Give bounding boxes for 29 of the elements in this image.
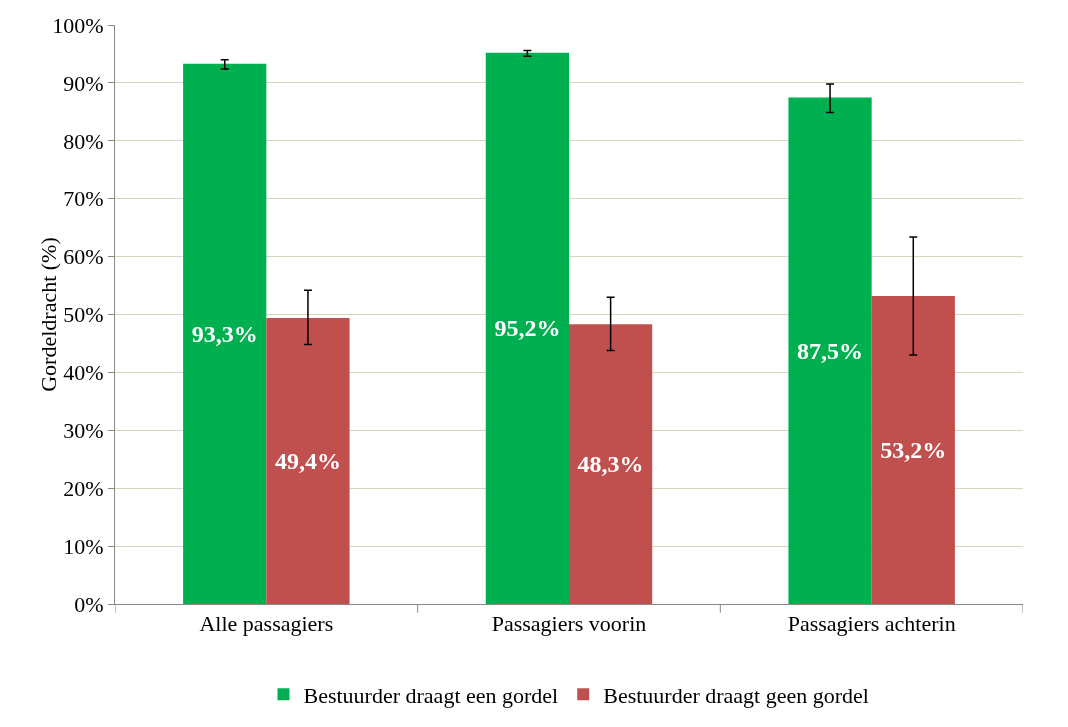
y-tick-label: 0%	[74, 591, 104, 617]
bar	[183, 63, 267, 604]
bar	[266, 317, 350, 604]
y-tick-label: 90%	[63, 70, 104, 96]
data-label: 48,3%	[577, 451, 644, 478]
y-tick-label: 20%	[63, 475, 104, 501]
y-tick-label: 70%	[63, 186, 104, 212]
data-label: 87,5%	[797, 337, 864, 364]
y-tick-label: 30%	[63, 418, 104, 443]
data-label: 53,2%	[880, 436, 947, 463]
y-tick-label: 60%	[63, 244, 104, 270]
y-tick-label: 10%	[63, 533, 104, 559]
x-tick-label: Passagiers achterin	[787, 611, 956, 637]
x-tick-label: Alle passagiers	[199, 611, 334, 637]
legend-label: Bestuurder draagt een gordel	[303, 682, 559, 708]
x-tick-label: Passagiers voorin	[491, 611, 647, 637]
y-tick-label: 80%	[63, 128, 104, 154]
data-label: 49,4%	[274, 447, 341, 474]
y-tick-label: 100%	[52, 12, 104, 38]
data-label: 93,3%	[191, 320, 258, 347]
data-label: 95,2%	[494, 315, 561, 342]
bar	[569, 324, 653, 604]
legend-label: Bestuurder draagt geen gordel	[603, 682, 869, 708]
y-tick-label: 40%	[63, 360, 104, 386]
y-axis-title: Gordeldracht (%)	[36, 237, 62, 392]
y-tick-label: 50%	[63, 302, 104, 328]
bar	[485, 52, 569, 604]
bar	[871, 295, 955, 604]
bar	[788, 97, 872, 604]
